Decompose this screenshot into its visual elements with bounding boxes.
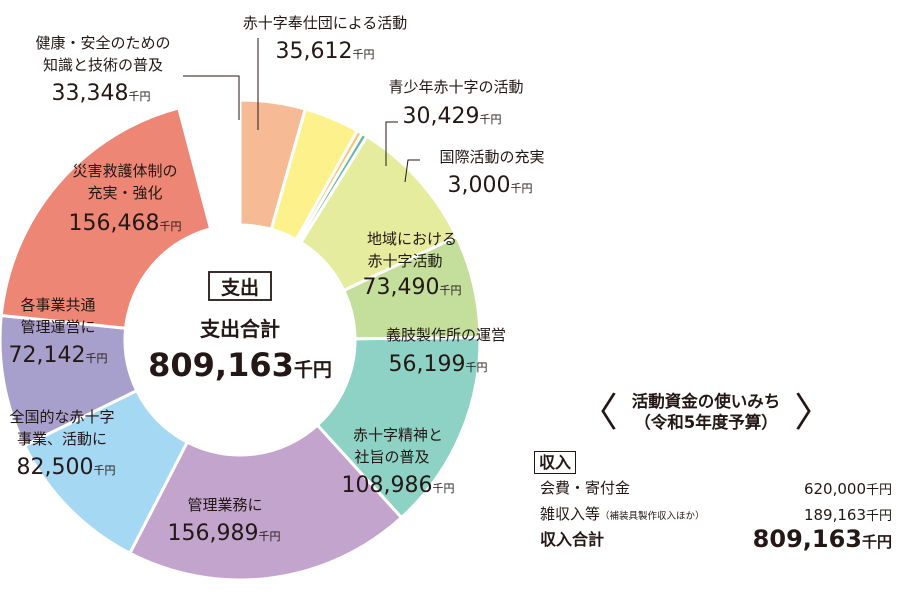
- income-header: 収入: [534, 451, 577, 475]
- slice-value-youth: 30,429千円: [403, 104, 502, 129]
- side-title: 〈 活動資金の使いみち （令和5年度予算） 〉: [520, 392, 892, 433]
- slice-label-international: 国際活動の充実: [439, 148, 544, 166]
- center-label: 支出合計: [200, 317, 280, 341]
- slice-value-management: 156,989千円: [168, 521, 281, 546]
- slice-label-youth: 青少年赤十字の活動: [388, 78, 523, 96]
- right-bracket: 〉: [794, 389, 835, 436]
- slice-label-spirit-1: 赤十字精神と: [353, 426, 443, 444]
- center-box: [208, 271, 272, 301]
- income-label: 会費・寄付金: [540, 479, 631, 498]
- slice-value-national: 82,500千円: [17, 455, 116, 480]
- slice-value-disaster: 156,468千円: [69, 211, 182, 236]
- slice-label-health-1: 健康・安全のための: [35, 34, 170, 52]
- leader-line-2: [404, 159, 420, 183]
- income-total-value: 809,163千円: [752, 525, 892, 554]
- donut-slice-7: [127, 422, 404, 582]
- income-label: 雑収入等（補装具製作収入ほか）: [540, 505, 705, 524]
- slice-label-spirit-2: 社旨の普及: [354, 448, 429, 466]
- slice-label-national-1: 全国的な赤十字: [9, 408, 114, 426]
- donut-slice-11: [176, 98, 242, 231]
- slice-label-common-1: 各事業共通: [20, 296, 95, 314]
- income-value: 189,163千円: [803, 506, 892, 525]
- slice-value-common: 72,142千円: [9, 343, 108, 368]
- slice-label-disaster-1: 災害救護体制の: [72, 162, 177, 180]
- side-title-line1: 活動資金の使いみち: [631, 392, 781, 411]
- slice-label-disaster-2: 充実・強化: [87, 184, 162, 202]
- slice-label-health-2: 知識と技術の普及: [43, 56, 163, 74]
- slice-value-hoshidan: 35,612千円: [276, 39, 375, 64]
- leader-line-3: [183, 75, 240, 120]
- center-total: 809,163千円: [148, 346, 332, 384]
- slice-value-spirit: 108,986千円: [342, 473, 455, 498]
- income-row-misc: 雑収入等（補装具製作収入ほか） 189,163千円: [540, 500, 892, 526]
- center-box-label: 支出: [220, 276, 259, 299]
- slice-value-prosthetics: 56,199千円: [389, 352, 488, 377]
- income-row-total: 収入合計 809,163千円: [540, 525, 892, 554]
- slice-value-health: 33,348千円: [52, 81, 151, 106]
- slice-value-international: 3,000千円: [448, 173, 533, 198]
- slice-label-management: 管理業務に: [187, 496, 262, 514]
- leader-line-1: [385, 121, 398, 166]
- left-bracket: 〈: [577, 389, 618, 436]
- income-total-label: 収入合計: [540, 530, 605, 550]
- side-title-line2: （令和5年度予算）: [634, 412, 778, 432]
- slice-label-prosthetics: 義肢製作所の運営: [386, 326, 506, 344]
- donut-slice-10: [0, 106, 213, 330]
- slice-label-hoshidan: 赤十字奉仕団による活動: [243, 14, 408, 32]
- income-row-membership: 会費・寄付金 620,000千円: [540, 474, 892, 500]
- slice-label-local-1: 地域における: [367, 230, 457, 248]
- income-value: 620,000千円: [803, 480, 892, 499]
- income-panel: 〈 活動資金の使いみち （令和5年度予算） 〉 収入 会費・寄付金 620,00…: [520, 392, 892, 554]
- side-title-text: 活動資金の使いみち （令和5年度予算）: [632, 392, 781, 433]
- slice-label-local-2: 赤十字活動: [367, 252, 442, 270]
- slice-label-common-2: 管理運営に: [20, 318, 95, 336]
- slice-label-national-2: 事業、活動に: [17, 430, 107, 448]
- slice-value-local: 73,490千円: [363, 275, 462, 300]
- donut-slice-6: [315, 336, 482, 520]
